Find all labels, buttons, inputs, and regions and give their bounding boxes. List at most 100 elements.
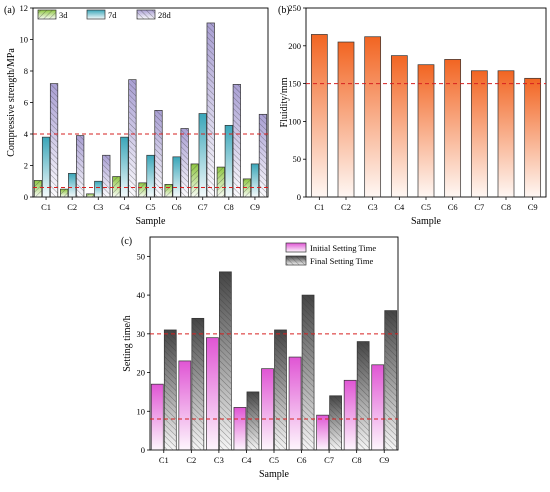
bar-outline [250,163,260,198]
bar-7d-C2 [68,173,76,197]
y-tick-label: 50 [293,154,302,164]
bar-outline [206,22,215,198]
bar-outline [356,341,370,451]
x-tick-label: C7 [474,202,484,212]
bar-hatch [164,329,177,450]
bar-hatch [246,391,259,450]
x-tick-label: C7 [324,455,334,465]
bar-outline [68,173,77,198]
bar-outline [191,317,205,451]
bar-outline [261,368,274,451]
legend-label: 28d [158,10,172,20]
bar-outline [274,329,287,451]
bar-7d-C9 [251,163,259,197]
bar-7d-C8 [225,125,233,197]
bar-hatch [219,271,232,450]
x-tick-label: C4 [394,202,405,212]
bar-outline [329,395,342,451]
bar-hatch [60,189,68,197]
bar-value-C8 [498,70,514,197]
bar-7d-C4 [120,137,129,197]
x-tick-label: C6 [172,202,182,212]
y-tick-label: 50 [137,251,146,261]
bar-outline [76,135,85,198]
y-tick-label: 200 [288,41,301,51]
bar-outline [343,379,357,451]
bar-hatch [154,110,163,197]
bar-value-C2 [338,42,354,197]
panel-label: (a) [4,5,15,16]
bar-outline [128,79,137,198]
y-tick-label: 8 [24,66,28,76]
bar-outline [258,113,268,198]
bar-hatch [302,295,315,450]
bar-7d-C1 [42,137,50,197]
bar-hatch [384,310,397,450]
bar-outline [164,184,173,198]
bar-outline [120,136,129,198]
bar-outline [364,36,382,198]
bar-outline [288,356,302,451]
x-tick-label: C6 [297,455,307,465]
bar-hatch [329,395,342,450]
bar-outline [390,55,408,198]
legend-swatch-outline [136,9,156,20]
bar-outline [172,156,181,198]
bar-hatch [180,128,189,197]
x-tick-label: C1 [314,202,324,212]
y-tick-label: 0 [141,445,145,455]
bar-hatch [138,182,147,197]
legend-swatch-hatch [38,10,56,19]
y-tick-label: 0 [24,192,28,202]
bar-outline [49,83,59,198]
bar-7d-C5 [146,155,155,197]
bar-outline [219,271,232,451]
bar-hatch [274,329,287,450]
y-tick-label: 4 [24,129,29,139]
bar-hatch [34,180,42,197]
x-tick-label: C1 [159,455,169,465]
bar-outline [371,364,385,451]
y-tick-label: 12 [20,3,29,13]
x-tick-label: C9 [379,455,389,465]
x-axis-label: Sample [411,216,442,227]
bar-outline [154,110,163,198]
bar-outline [33,180,43,198]
legend-swatch-hatch [286,256,306,265]
bar-outline [337,41,355,198]
bar-hatch [357,341,370,450]
x-tick-label: C1 [41,202,51,212]
bar-Initial Setting Time-C2 [178,360,191,450]
x-tick-label: C9 [528,202,538,212]
legend-label: 7d [108,10,117,20]
y-tick-label: 10 [137,406,146,416]
legend-label: Initial Setting Time [310,243,376,253]
bar-outline [163,329,177,451]
x-tick-label: C5 [269,455,279,465]
legend-swatch-outline [285,255,307,266]
y-axis-label: Fluidity/mm [279,77,290,127]
y-tick-label: 30 [137,329,146,339]
bar-hatch [233,84,241,197]
bar-outline [224,124,233,198]
bar-Initial Setting Time-C1 [151,384,164,450]
legend-swatch-7d [87,10,105,19]
y-tick-label: 100 [288,116,301,126]
bar-outline [60,188,69,198]
bar-outline [233,407,247,451]
bar-Initial Setting Time-C6 [289,357,302,450]
legend-swatch-hatch [137,10,155,19]
bar-outline [232,84,241,198]
bar-outline [444,59,462,198]
y-axis-label: Setting time/h [122,315,133,371]
x-tick-label: C3 [214,455,224,465]
y-tick-label: 6 [24,98,28,108]
bar-Initial Setting Time-C5 [261,368,274,450]
bar-outline [102,154,111,198]
bar-outline [198,113,207,198]
x-tick-label: C2 [186,455,196,465]
bar-value-C6 [444,59,461,197]
bar-outline [524,77,542,198]
